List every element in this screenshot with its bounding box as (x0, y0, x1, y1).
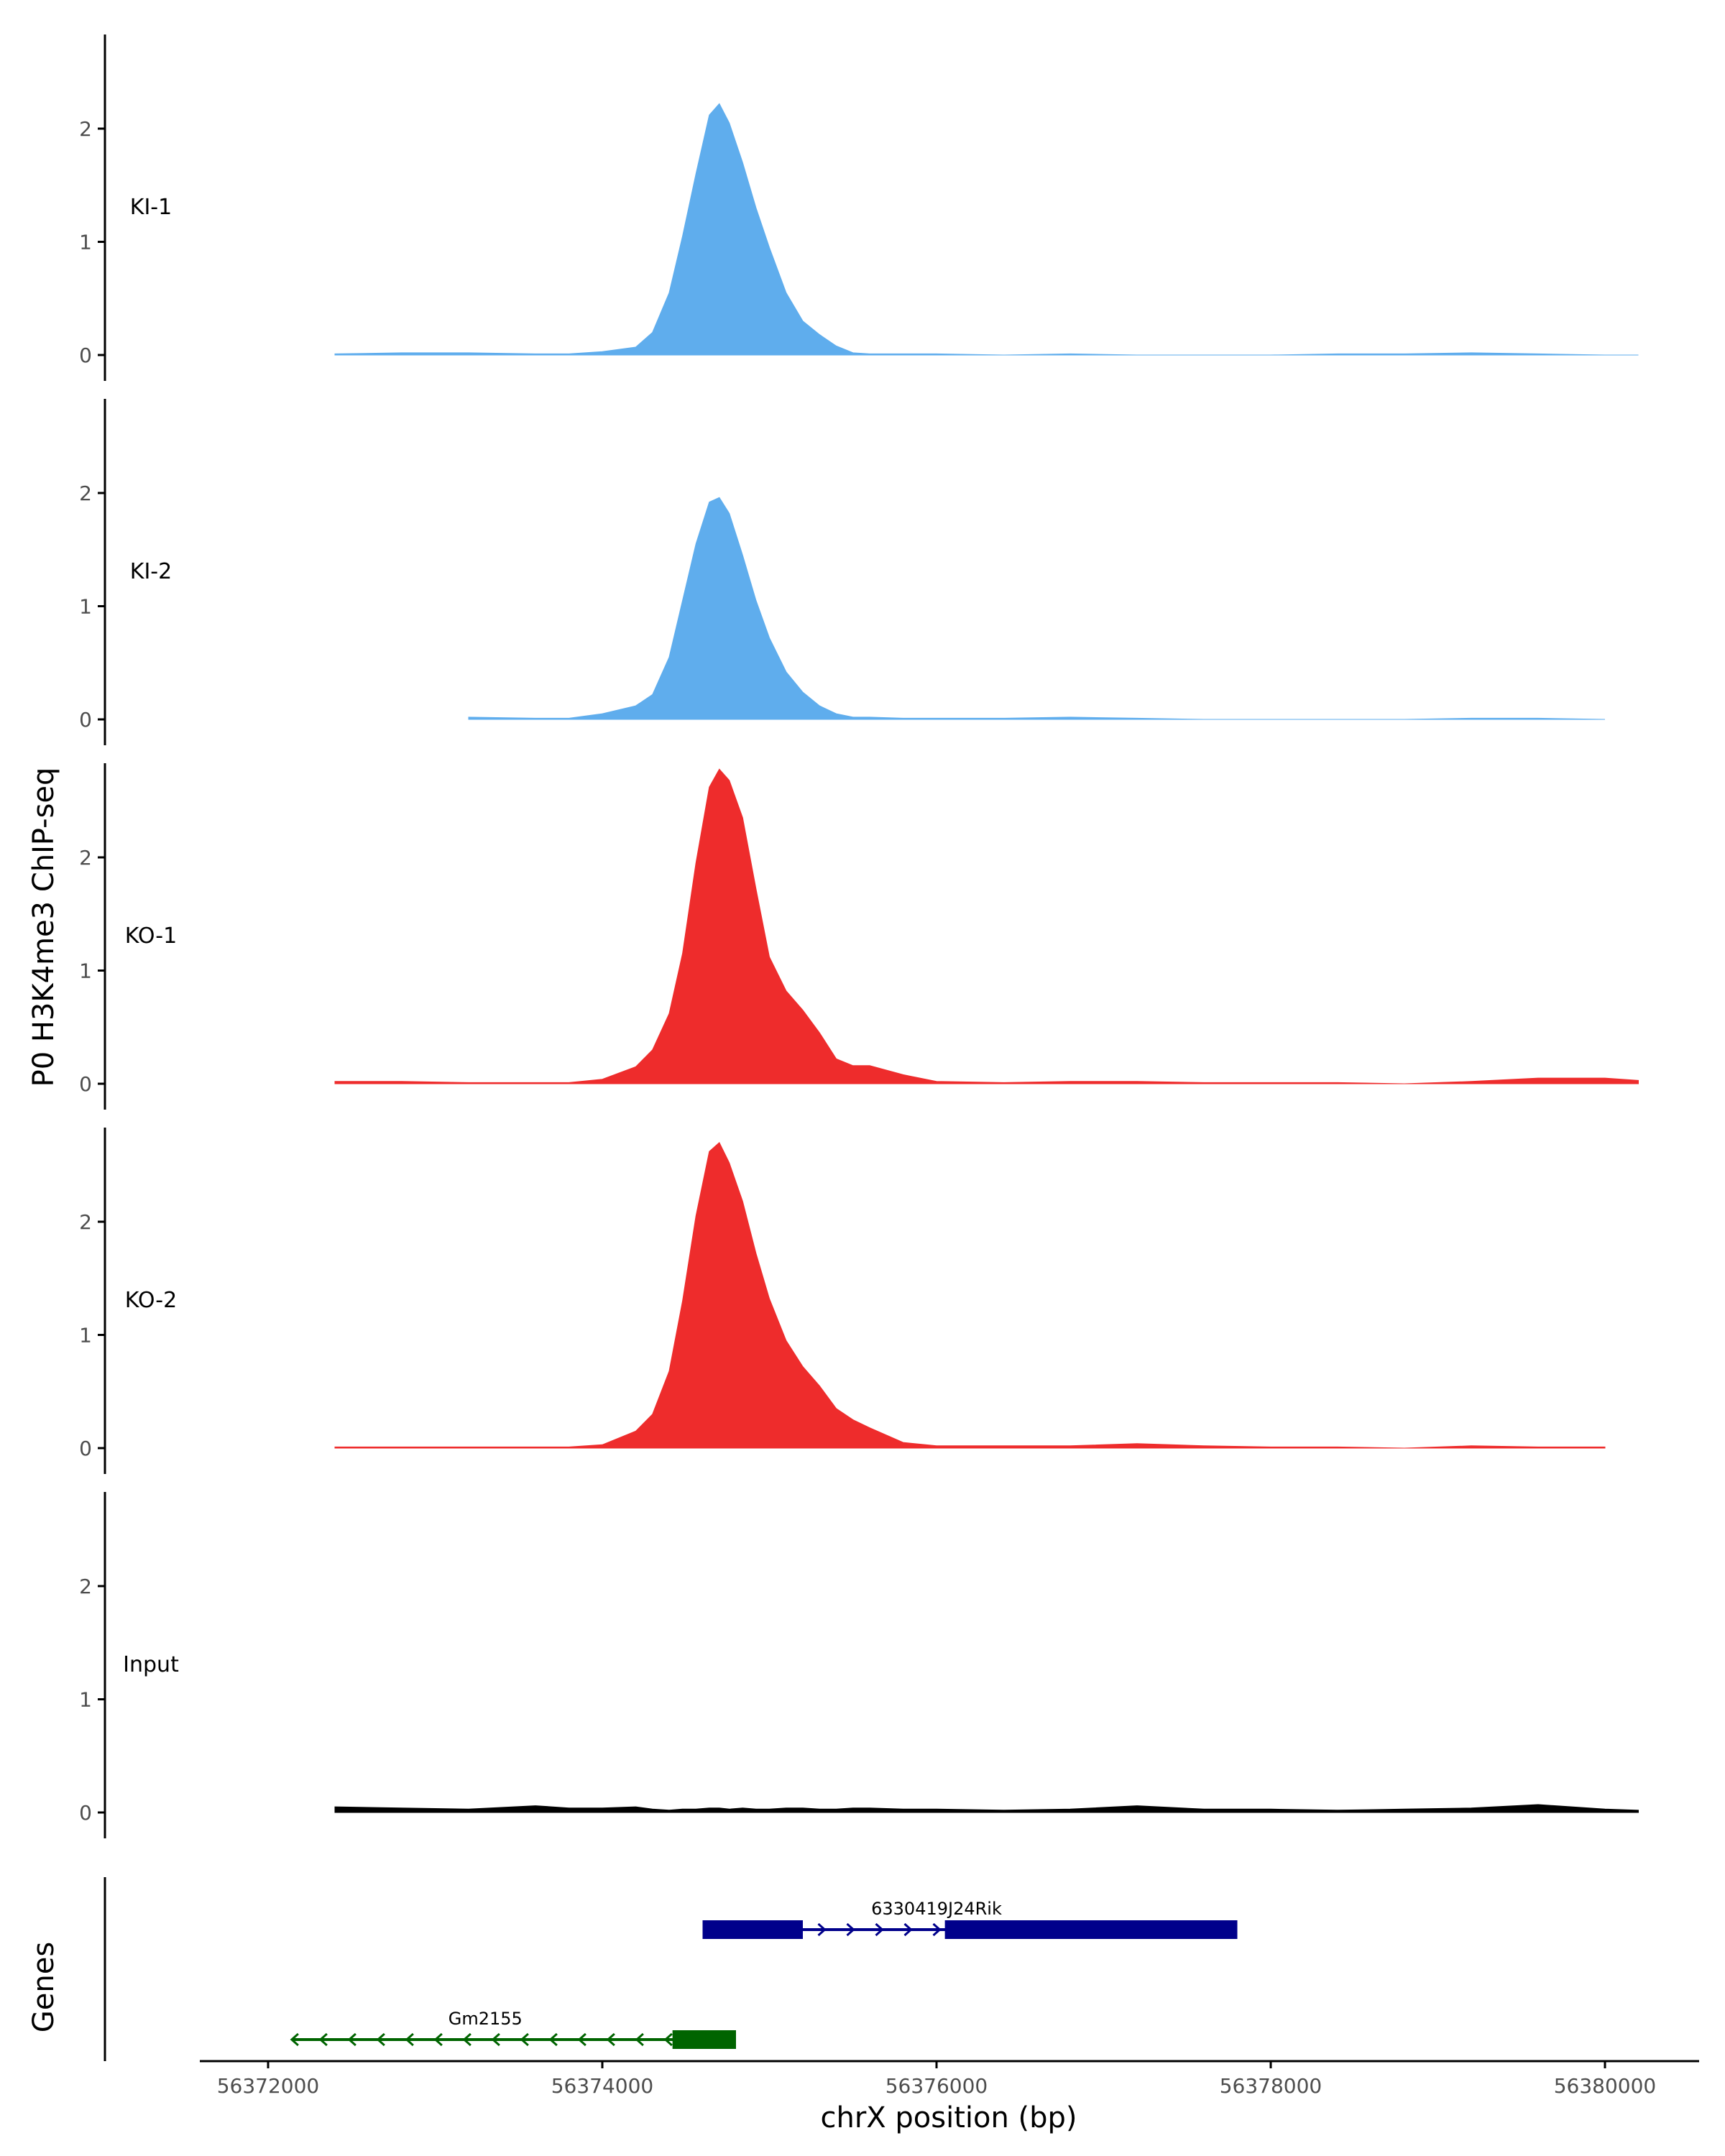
strand-arrow (376, 2032, 385, 2047)
strand-arrow (290, 2032, 299, 2047)
strand-arrow (491, 2032, 500, 2047)
y-tick-label: 2 (79, 117, 92, 141)
strand-arrow (932, 1922, 942, 1937)
y-tick-label: 1 (79, 1324, 92, 1348)
y-tick-label: 2 (79, 1210, 92, 1234)
signal-area-input (334, 1804, 1639, 1813)
y-tick-label: 1 (79, 231, 92, 254)
strand-arrow (635, 2032, 644, 2047)
y-tick-label: 1 (79, 959, 92, 983)
y-tick-label: 1 (79, 595, 92, 619)
y-tick-label: 0 (79, 1437, 92, 1460)
strand-arrow (520, 2032, 529, 2047)
strand-arrow (347, 2032, 356, 2047)
gene-gm2155: Gm2155 (290, 2009, 736, 2049)
gene-6330419j24rik: 6330419J24Rik (702, 1899, 1238, 1939)
y-tick-label: 2 (79, 1575, 92, 1598)
y-axis-title: P0 H3K4me3 ChIP-seq (27, 768, 60, 1087)
strand-arrow (433, 2032, 443, 2047)
signal-area-ki-1 (334, 103, 1639, 356)
track-label: KI-2 (130, 559, 172, 584)
x-tick-label: 56376000 (886, 2074, 988, 2098)
signal-tracks: 0 1 2 KI-1 0 1 2 KI-2 0 1 2 KO-1 0 1 2 KO-2 0 1 2 Input (79, 34, 1639, 1838)
strand-arrow (875, 1922, 884, 1937)
x-tick-label: 56372000 (217, 2074, 320, 2098)
strand-arrow (903, 1922, 913, 1937)
x-tick-label: 56380000 (1554, 2074, 1657, 2098)
signal-area-ko-2 (334, 1141, 1606, 1449)
strand-arrow (606, 2032, 615, 2047)
strand-arrow (318, 2032, 328, 2047)
x-tick-label: 56374000 (551, 2074, 654, 2098)
x-axis: 56372000 56374000 56376000 56378000 56380000 (200, 2060, 1699, 2098)
gene-label: 6330419J24Rik (871, 1899, 1002, 1919)
gene-exon (672, 2030, 736, 2049)
strand-arrow (405, 2032, 414, 2047)
gene-annotation-track: 6330419J24Rik Gm2155 (104, 1877, 1238, 2061)
track-input: 0 1 2 Input (79, 1492, 1639, 1838)
track-ki-1: 0 1 2 KI-1 (79, 34, 1639, 381)
gene-exon (702, 1920, 803, 1939)
y-tick-label: 2 (79, 482, 92, 505)
strand-arrow (663, 2032, 673, 2047)
genes-axis-title: Genes (27, 1942, 60, 2032)
strand-arrow (817, 1922, 827, 1937)
signal-area-ko-1 (334, 768, 1639, 1084)
y-tick-label: 0 (79, 1801, 92, 1825)
track-label: Input (123, 1652, 179, 1677)
track-ko-1: 0 1 2 KO-1 (79, 763, 1639, 1110)
y-tick-label: 2 (79, 846, 92, 870)
gene-label: Gm2155 (448, 2009, 523, 2029)
track-label: KO-2 (125, 1288, 177, 1313)
x-axis-title: chrX position (bp) (820, 2101, 1077, 2134)
track-label: KI-1 (130, 195, 172, 220)
y-tick-label: 1 (79, 1688, 92, 1712)
strand-arrow (462, 2032, 472, 2047)
y-tick-label: 0 (79, 1072, 92, 1096)
strand-arrow (577, 2032, 586, 2047)
track-ki-2: 0 1 2 KI-2 (79, 399, 1606, 745)
track-ko-2: 0 1 2 KO-2 (79, 1128, 1606, 1474)
signal-area-ki-2 (468, 497, 1606, 720)
strand-arrow (846, 1922, 855, 1937)
track-label: KO-1 (125, 923, 177, 949)
y-tick-label: 0 (79, 708, 92, 732)
strand-arrow (548, 2032, 558, 2047)
x-tick-label: 56378000 (1220, 2074, 1322, 2098)
y-tick-label: 0 (79, 344, 92, 367)
gene-exon (944, 1920, 1238, 1939)
